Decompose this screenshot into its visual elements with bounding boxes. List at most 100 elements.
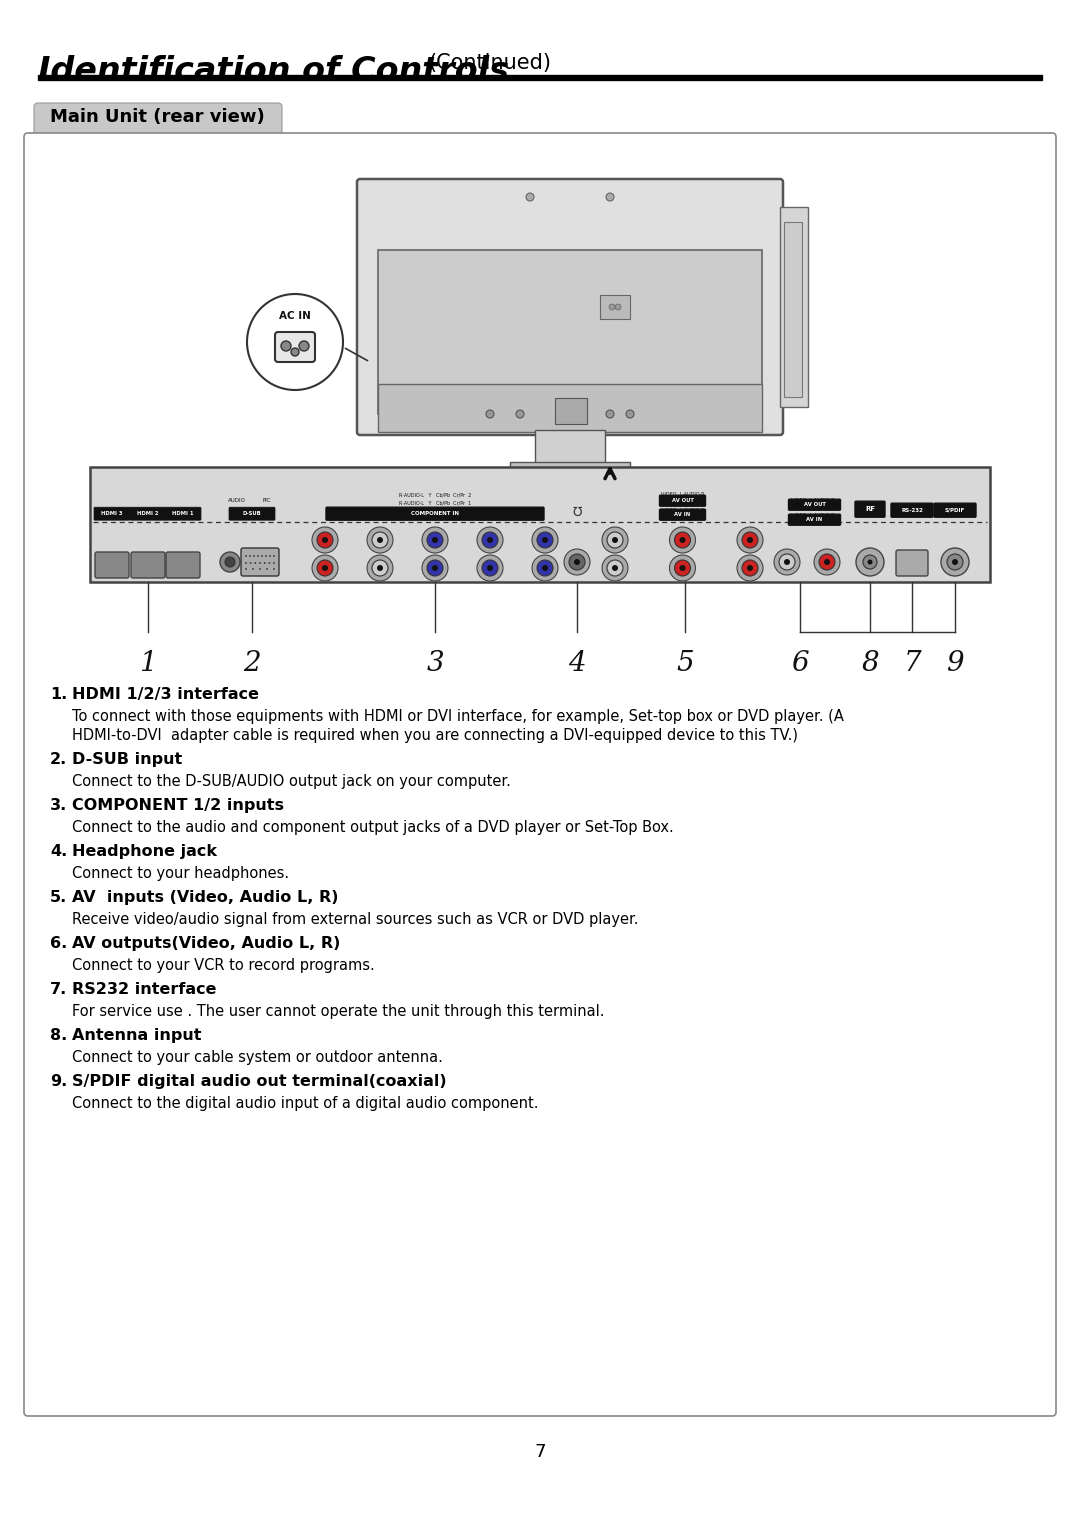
- Text: Identification of Controls: Identification of Controls: [38, 55, 509, 89]
- Circle shape: [482, 531, 498, 548]
- Circle shape: [220, 551, 240, 573]
- Circle shape: [863, 554, 877, 570]
- Circle shape: [253, 556, 255, 557]
- Circle shape: [947, 554, 963, 570]
- Text: To connect with those equipments with HDMI or DVI interface, for example, Set-to: To connect with those equipments with HD…: [72, 709, 843, 724]
- Circle shape: [377, 565, 383, 571]
- Circle shape: [670, 527, 696, 553]
- Text: 9.: 9.: [50, 1073, 67, 1089]
- Circle shape: [824, 559, 831, 565]
- Text: Connect to your headphones.: Connect to your headphones.: [72, 866, 289, 881]
- Text: RS-232: RS-232: [901, 507, 923, 513]
- FancyBboxPatch shape: [94, 507, 130, 521]
- FancyBboxPatch shape: [326, 507, 544, 521]
- Circle shape: [322, 565, 328, 571]
- Text: 8.: 8.: [50, 1028, 67, 1043]
- Circle shape: [602, 527, 627, 553]
- FancyBboxPatch shape: [131, 551, 165, 579]
- Text: 3: 3: [427, 651, 444, 676]
- Circle shape: [487, 538, 492, 544]
- Circle shape: [432, 538, 438, 544]
- Circle shape: [312, 554, 338, 580]
- FancyBboxPatch shape: [357, 179, 783, 435]
- Circle shape: [606, 192, 615, 202]
- Circle shape: [737, 554, 762, 580]
- Circle shape: [273, 562, 275, 563]
- Circle shape: [941, 548, 969, 576]
- Text: VIDEO  L·AUDIO·R: VIDEO L·AUDIO·R: [661, 507, 704, 513]
- Text: AV IN: AV IN: [674, 512, 690, 518]
- Circle shape: [537, 531, 553, 548]
- Text: D-SUB input: D-SUB input: [72, 751, 183, 767]
- Text: RF: RF: [865, 505, 875, 512]
- Circle shape: [742, 531, 758, 548]
- FancyBboxPatch shape: [241, 548, 279, 576]
- Text: HDMI 2: HDMI 2: [137, 512, 159, 516]
- Circle shape: [747, 538, 753, 544]
- Text: 5: 5: [676, 651, 693, 676]
- Circle shape: [273, 568, 275, 570]
- Circle shape: [372, 531, 388, 548]
- Text: S/PDIF: S/PDIF: [945, 507, 966, 513]
- Circle shape: [779, 554, 795, 570]
- Circle shape: [626, 411, 634, 418]
- Text: 3.: 3.: [50, 799, 67, 812]
- Text: VIDEO  L·AUDIO·R: VIDEO L·AUDIO·R: [791, 513, 834, 518]
- FancyBboxPatch shape: [33, 102, 282, 140]
- FancyBboxPatch shape: [130, 507, 166, 521]
- Text: AV OUT: AV OUT: [672, 498, 693, 504]
- Text: 6.: 6.: [50, 936, 67, 951]
- Text: 5.: 5.: [50, 890, 67, 906]
- Bar: [555, 399, 588, 425]
- Circle shape: [675, 531, 690, 548]
- Circle shape: [245, 556, 247, 557]
- Bar: [90, 467, 990, 582]
- FancyBboxPatch shape: [165, 507, 201, 521]
- Text: (Continued): (Continued): [428, 53, 551, 73]
- Circle shape: [261, 556, 262, 557]
- Text: 2: 2: [243, 651, 260, 676]
- FancyBboxPatch shape: [788, 515, 840, 525]
- Text: Main Unit (rear view): Main Unit (rear view): [50, 108, 265, 127]
- Text: Connect to the D-SUB/AUDIO output jack on your computer.: Connect to the D-SUB/AUDIO output jack o…: [72, 774, 511, 789]
- Circle shape: [427, 531, 443, 548]
- Text: AUDIO: AUDIO: [228, 498, 246, 502]
- FancyBboxPatch shape: [229, 507, 275, 521]
- Circle shape: [322, 538, 328, 544]
- FancyBboxPatch shape: [896, 550, 928, 576]
- Circle shape: [670, 554, 696, 580]
- Circle shape: [564, 550, 590, 576]
- Circle shape: [367, 527, 393, 553]
- Circle shape: [264, 562, 266, 563]
- Circle shape: [742, 560, 758, 576]
- Text: PIC: PIC: [262, 498, 271, 502]
- Text: Connect to your cable system or outdoor antenna.: Connect to your cable system or outdoor …: [72, 1051, 443, 1064]
- Bar: [378, 383, 762, 432]
- Bar: [784, 221, 802, 397]
- Circle shape: [291, 348, 299, 356]
- Text: AC IN: AC IN: [279, 312, 311, 321]
- Text: ℧: ℧: [572, 505, 582, 519]
- Circle shape: [367, 554, 393, 580]
- Text: 8: 8: [861, 651, 879, 676]
- Text: For service use . The user cannot operate the unit through this terminal.: For service use . The user cannot operat…: [72, 1003, 605, 1019]
- Circle shape: [225, 557, 235, 567]
- Circle shape: [679, 565, 686, 571]
- Circle shape: [526, 192, 534, 202]
- Circle shape: [537, 560, 553, 576]
- Text: 9: 9: [946, 651, 963, 676]
- Text: 7.: 7.: [50, 982, 67, 997]
- Circle shape: [737, 527, 762, 553]
- Circle shape: [477, 527, 503, 553]
- Circle shape: [377, 538, 383, 544]
- Circle shape: [259, 568, 261, 570]
- Circle shape: [245, 568, 247, 570]
- FancyBboxPatch shape: [275, 331, 315, 362]
- Circle shape: [269, 556, 271, 557]
- Text: VIDEO  L·AUDIO·R: VIDEO L·AUDIO·R: [661, 492, 704, 496]
- Bar: [600, 295, 630, 319]
- Circle shape: [486, 411, 494, 418]
- Circle shape: [532, 527, 558, 553]
- Bar: [535, 431, 605, 464]
- Circle shape: [856, 548, 885, 576]
